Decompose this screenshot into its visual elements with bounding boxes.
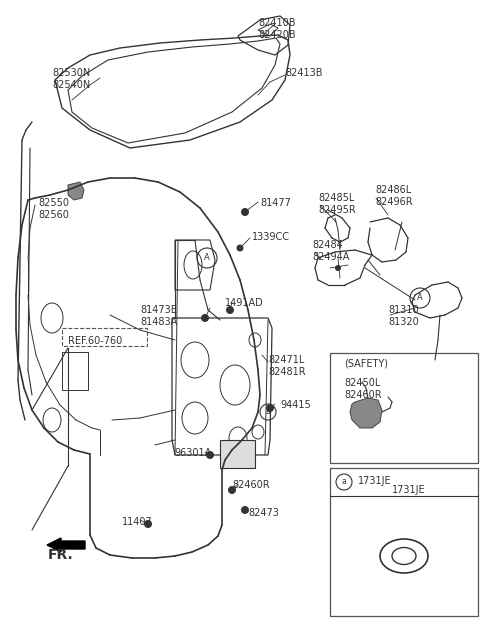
Text: 82550
82560: 82550 82560 [38,198,69,220]
Circle shape [228,486,236,494]
Text: 82450L
82460R: 82450L 82460R [344,378,382,401]
Text: 82471L
82481R: 82471L 82481R [268,355,306,377]
Text: 82460R: 82460R [232,480,270,490]
Circle shape [266,404,274,412]
Circle shape [201,314,209,322]
Text: 82413B: 82413B [285,68,323,78]
Text: 82484
82494A: 82484 82494A [312,240,349,263]
Text: 1339CC: 1339CC [252,232,290,242]
Circle shape [237,244,243,251]
Polygon shape [350,398,382,428]
Circle shape [226,306,234,314]
Polygon shape [220,440,255,468]
Text: A: A [204,254,210,263]
Circle shape [206,451,214,459]
Text: 1731JE: 1731JE [392,485,426,495]
Polygon shape [68,182,84,200]
Text: FR.: FR. [48,548,74,562]
Bar [330,468,478,616]
Bar [62,328,147,346]
Text: 82473: 82473 [248,508,279,518]
Text: 82485L
82495R: 82485L 82495R [318,193,356,215]
Text: 81477: 81477 [260,198,291,208]
Text: 82530N
82540N: 82530N 82540N [52,68,90,90]
Text: 1731JE: 1731JE [358,476,392,486]
Text: 11407: 11407 [122,517,153,527]
Text: (SAFETY): (SAFETY) [344,358,388,368]
Text: 94415: 94415 [280,400,311,410]
Text: 81310
81320: 81310 81320 [388,305,419,327]
Text: 82410B
82420B: 82410B 82420B [258,18,296,40]
Text: 81473E
81483A: 81473E 81483A [140,305,177,327]
Circle shape [241,208,249,216]
Text: a: a [265,408,270,416]
Circle shape [144,520,152,528]
Circle shape [241,506,249,514]
Text: A: A [417,293,423,303]
Text: 1491AD: 1491AD [225,298,264,308]
Text: 82486L
82496R: 82486L 82496R [375,185,413,207]
Text: a: a [342,477,347,487]
FancyArrow shape [47,538,85,552]
Circle shape [335,265,341,271]
Text: 96301A: 96301A [174,448,211,458]
Text: REF.60-760: REF.60-760 [68,336,122,346]
Bar [330,353,478,463]
